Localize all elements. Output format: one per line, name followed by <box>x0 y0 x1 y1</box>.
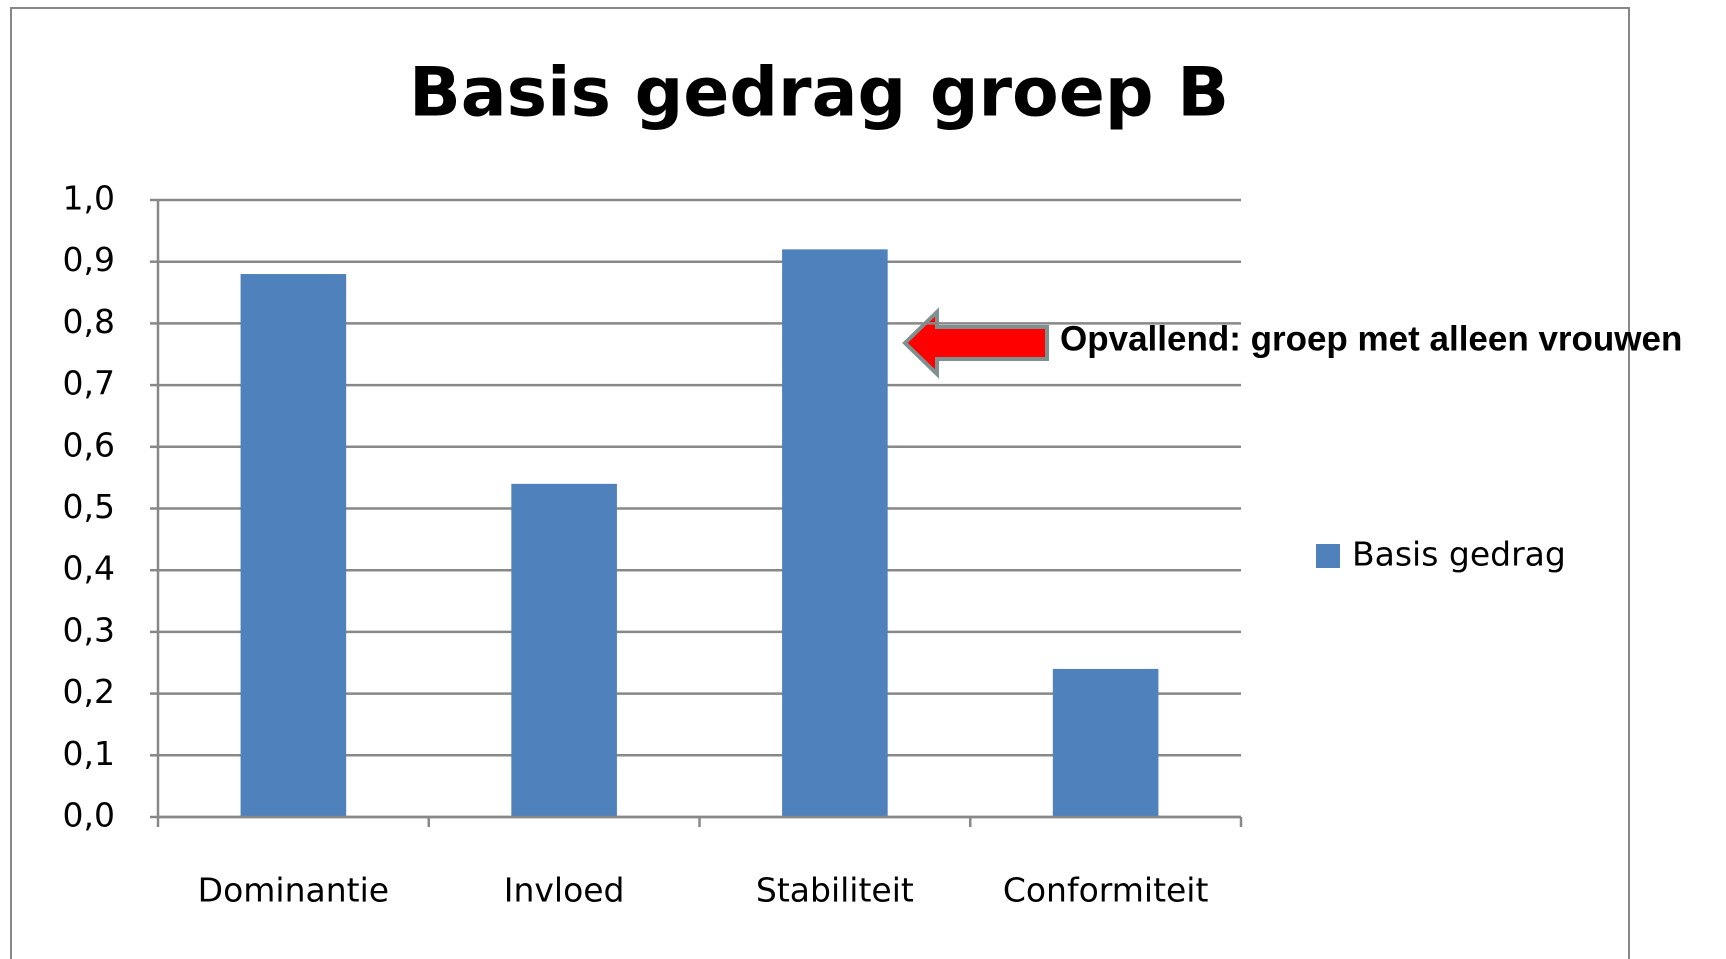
y-tick-label: 0,2 <box>63 672 115 711</box>
y-tick-label: 0,7 <box>63 364 115 403</box>
y-tick-label: 0,6 <box>63 425 115 464</box>
y-tick-label: 0,9 <box>63 240 115 279</box>
bar <box>782 249 888 818</box>
annotation-arrow <box>902 307 1049 379</box>
legend-label: Basis gedrag <box>1352 535 1566 574</box>
legend-swatch <box>1316 544 1340 568</box>
annotation: Opvallend: groep met alleen vrouwen <box>1060 319 1682 358</box>
x-tick-label: Dominantie <box>198 871 389 910</box>
bar <box>1052 668 1159 817</box>
y-tick-label: 0,5 <box>63 487 115 526</box>
y-tick-label: 0,4 <box>63 549 115 588</box>
x-tick-label: Conformiteit <box>1003 871 1209 910</box>
y-tick-label: 0,3 <box>63 610 115 649</box>
x-tick-label: Invloed <box>504 871 625 910</box>
bar <box>240 274 347 817</box>
y-tick-label: 0,0 <box>63 796 115 835</box>
y-tick-label: 0,8 <box>63 302 115 341</box>
x-tick-label: Stabiliteit <box>756 871 914 910</box>
y-tick-label: 0,1 <box>63 734 115 773</box>
bar <box>511 483 617 817</box>
chart-title: Basis gedrag groep B <box>409 54 1229 133</box>
y-tick-label: 1,0 <box>63 179 115 218</box>
